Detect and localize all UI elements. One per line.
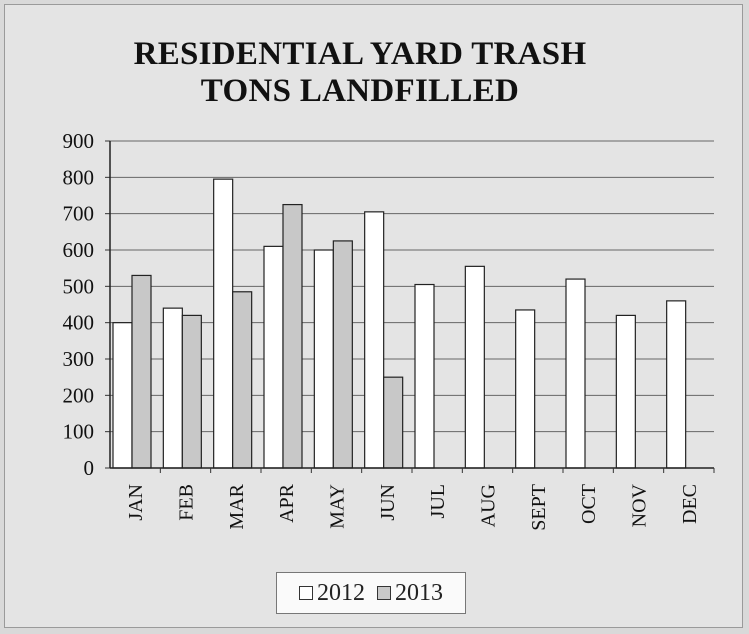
bar-2012-feb [162, 307, 183, 469]
bar-2012-may [313, 249, 334, 469]
bar-2013-may [332, 240, 353, 469]
x-tick-label-sept: SEPT [528, 484, 550, 531]
bar-2012-aug [464, 265, 485, 469]
y-tick-label: 0 [84, 456, 95, 480]
y-tick-label: 500 [63, 274, 95, 298]
x-tick-label-feb: FEB [176, 484, 198, 521]
x-tick-label-nov: NOV [629, 483, 651, 527]
bar-2012-mar [213, 178, 234, 469]
x-tick-labels: JAN FEB MAR APR MAY JUN JUL AUG SEPT OCT NOV DEC [125, 483, 701, 530]
bar-2012-nov [615, 314, 636, 469]
x-tick-label-aug: AUG [478, 484, 500, 527]
y-tick-label: 700 [63, 202, 95, 226]
legend-label-2013: 2013 [395, 579, 443, 606]
axes [105, 140, 715, 473]
y-tick-label: 300 [63, 347, 95, 371]
bar-2012-dec [666, 300, 687, 469]
y-tick-label: 800 [63, 165, 95, 189]
x-tick-label-may: MAY [327, 484, 349, 529]
y-tick-label: 900 [63, 129, 95, 153]
chart-title: RESIDENTIAL YARD TRASH TONS LANDFILLED [0, 36, 720, 110]
bar-2013-apr [282, 203, 303, 469]
bar-2013-mar [232, 291, 253, 469]
x-tick-label-apr: APR [276, 483, 298, 523]
y-tick-label: 400 [63, 311, 95, 335]
bar-2013-jan [131, 274, 152, 469]
legend: 2012 2013 [276, 572, 466, 614]
bar-2013-feb [181, 314, 202, 469]
legend-label-2012: 2012 [317, 579, 365, 606]
x-tick-label-dec: DEC [679, 484, 701, 524]
bar-2012-apr [263, 245, 284, 469]
legend-item-2013: 2013 [377, 580, 443, 607]
legend-item-2012: 2012 [299, 580, 365, 607]
x-tick-label-oct: OCT [578, 484, 600, 524]
bar-2012-sept [515, 309, 536, 469]
bars [112, 178, 687, 469]
chart-title-line-2: TONS LANDFILLED [200, 73, 520, 109]
bar-2012-oct [565, 278, 586, 469]
bar-2012-jun [364, 211, 385, 469]
legend-swatch-2012 [299, 586, 313, 600]
x-tick-label-mar: MAR [226, 483, 248, 529]
x-tick-label-jun: JUN [377, 484, 399, 521]
bar-2012-jul [414, 283, 435, 469]
bar-2012-jan [112, 322, 133, 469]
legend-swatch-2013 [377, 586, 391, 600]
x-tick-label-jul: JUL [427, 484, 449, 518]
x-tick-label-jan: JAN [125, 484, 147, 521]
y-tick-label: 100 [63, 420, 95, 444]
gridlines [110, 140, 714, 433]
y-tick-labels: 0 100 200 300 400 500 600 700 800 900 [63, 129, 95, 480]
chart-title-line-1: RESIDENTIAL YARD TRASH [133, 36, 587, 72]
y-tick-label: 200 [63, 383, 95, 407]
y-tick-label: 600 [63, 238, 95, 262]
bar-2013-jun [383, 376, 404, 469]
